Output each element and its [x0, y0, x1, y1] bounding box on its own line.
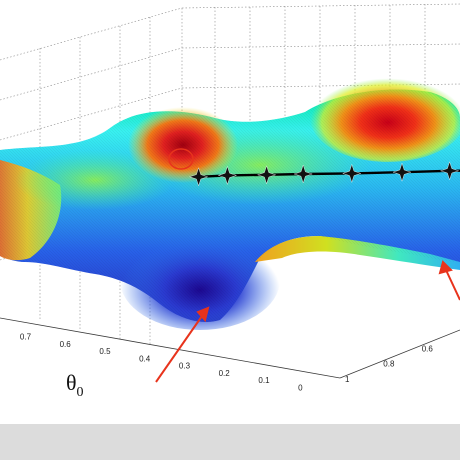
- theta1-tick-label: 0.6: [422, 344, 434, 353]
- start-highlight-ring: [168, 148, 194, 170]
- descent-step-marker: [217, 165, 238, 186]
- bottom-panel: [0, 424, 460, 460]
- descent-step-marker: [188, 167, 209, 187]
- descent-step-marker: [256, 165, 277, 185]
- descent-step-marker: [439, 161, 460, 181]
- theta0-tick-label: 0.5: [99, 347, 111, 356]
- theta0-tick-label: 0.6: [60, 340, 72, 349]
- theta0-tick-label: 0.2: [219, 369, 231, 378]
- arrow-to-minimum: [155, 306, 210, 383]
- descent-step-marker: [392, 162, 412, 182]
- theta1-tick-label: 1: [345, 375, 350, 384]
- theta0-tick-label: 0.4: [139, 354, 151, 363]
- theta0-tick-label: 0.3: [179, 362, 191, 371]
- theta0-axis-label: θ0: [66, 370, 84, 400]
- theta0-tick-labels: 0.7 0.6 0.5 0.4 0.3 0.2 0.1 0: [20, 333, 303, 393]
- arrow-to-right-minimum: [438, 260, 460, 301]
- annotation-arrows: [155, 260, 460, 383]
- descent-step-marker: [293, 164, 313, 184]
- descent-path: [188, 161, 460, 187]
- theta0-tick-label: 0: [298, 383, 303, 392]
- cost-surface: [0, 74, 460, 330]
- theta0-tick-label: 0.7: [20, 333, 32, 342]
- floor-axes: [0, 317, 460, 379]
- theta1-tick-label: 0.8: [383, 360, 395, 369]
- descent-step-marker: [342, 163, 362, 184]
- theta0-tick-label: 0.1: [258, 376, 270, 385]
- theta1-tick-labels: 1 0.8 0.6: [345, 344, 433, 384]
